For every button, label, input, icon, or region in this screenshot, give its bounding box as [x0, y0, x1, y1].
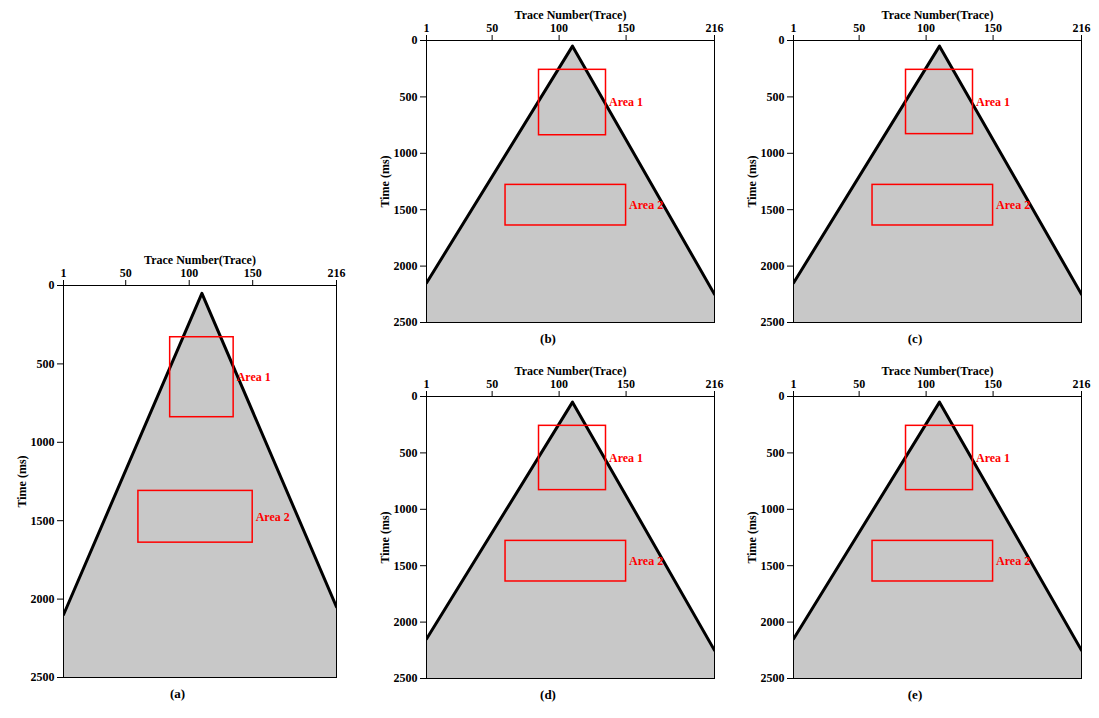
svg-text:0: 0: [49, 278, 55, 292]
svg-text:1500: 1500: [394, 559, 418, 573]
svg-text:Area 1: Area 1: [976, 95, 1010, 109]
svg-text:Time (ms): Time (ms): [378, 155, 392, 207]
svg-text:Area 2: Area 2: [629, 554, 663, 568]
svg-text:216: 216: [706, 377, 724, 391]
svg-text:500: 500: [767, 90, 785, 104]
svg-text:Trace Number(Trace): Trace Number(Trace): [882, 364, 994, 378]
svg-text:Area 1: Area 1: [976, 451, 1010, 465]
svg-text:100: 100: [550, 21, 568, 35]
svg-text:1000: 1000: [31, 435, 55, 449]
svg-text:2500: 2500: [761, 671, 785, 685]
svg-text:Area 2: Area 2: [996, 554, 1030, 568]
svg-text:216: 216: [706, 21, 724, 35]
svg-text:Trace Number(Trace): Trace Number(Trace): [515, 8, 627, 22]
svg-text:2000: 2000: [394, 259, 418, 273]
svg-text:Trace Number(Trace): Trace Number(Trace): [144, 253, 256, 267]
html-text:(a): (a): [169, 686, 186, 701]
svg-text:500: 500: [400, 446, 418, 460]
svg-text:0: 0: [412, 389, 418, 403]
svg-text:50: 50: [853, 21, 865, 35]
svg-text:Time (ms): Time (ms): [745, 511, 759, 563]
svg-text:150: 150: [617, 21, 635, 35]
svg-text:50: 50: [486, 377, 498, 391]
svg-text:100: 100: [180, 266, 198, 280]
svg-text:216: 216: [1073, 377, 1091, 391]
svg-text:150: 150: [984, 21, 1002, 35]
svg-text:2500: 2500: [394, 315, 418, 329]
svg-text:2000: 2000: [394, 615, 418, 629]
svg-text:Area 2: Area 2: [996, 198, 1030, 212]
svg-text:50: 50: [486, 21, 498, 35]
svg-text:1: 1: [791, 21, 797, 35]
svg-text:Trace Number(Trace): Trace Number(Trace): [515, 364, 627, 378]
svg-text:1000: 1000: [394, 502, 418, 516]
html-text:(e): (e): [907, 687, 923, 702]
svg-text:100: 100: [917, 21, 935, 35]
svg-text:Area 1: Area 1: [609, 451, 643, 465]
svg-text:500: 500: [37, 357, 55, 371]
svg-text:216: 216: [328, 266, 346, 280]
svg-text:Trace Number(Trace): Trace Number(Trace): [882, 8, 994, 22]
svg-text:1500: 1500: [31, 514, 55, 528]
svg-text:0: 0: [412, 33, 418, 47]
svg-text:2500: 2500: [761, 315, 785, 329]
html-text:(b): (b): [540, 331, 556, 346]
svg-text:1500: 1500: [761, 203, 785, 217]
svg-text:Area 1: Area 1: [609, 95, 643, 109]
svg-text:1500: 1500: [761, 559, 785, 573]
svg-text:2500: 2500: [31, 670, 55, 684]
svg-text:2000: 2000: [761, 259, 785, 273]
svg-text:2000: 2000: [761, 615, 785, 629]
svg-text:Time (ms): Time (ms): [745, 155, 759, 207]
svg-text:1: 1: [424, 377, 430, 391]
svg-text:0: 0: [779, 33, 785, 47]
svg-text:150: 150: [244, 266, 262, 280]
svg-text:1000: 1000: [394, 146, 418, 160]
html-text:(d): (d): [540, 687, 556, 702]
svg-text:1: 1: [791, 377, 797, 391]
svg-text:Area 2: Area 2: [256, 510, 290, 524]
svg-text:50: 50: [120, 266, 132, 280]
svg-text:1: 1: [424, 21, 430, 35]
svg-text:0: 0: [779, 389, 785, 403]
svg-text:Area 2: Area 2: [629, 198, 663, 212]
svg-text:Time (ms): Time (ms): [15, 455, 29, 507]
html-text:(c): (c): [907, 331, 923, 346]
svg-text:500: 500: [767, 446, 785, 460]
svg-text:100: 100: [917, 377, 935, 391]
svg-text:1500: 1500: [394, 203, 418, 217]
svg-text:150: 150: [984, 377, 1002, 391]
svg-text:1000: 1000: [761, 146, 785, 160]
svg-text:Time (ms): Time (ms): [378, 511, 392, 563]
svg-text:150: 150: [617, 377, 635, 391]
svg-text:Area 1: Area 1: [237, 370, 271, 384]
svg-text:1000: 1000: [761, 502, 785, 516]
svg-text:500: 500: [400, 90, 418, 104]
svg-text:2500: 2500: [394, 671, 418, 685]
svg-text:2000: 2000: [31, 592, 55, 606]
svg-text:100: 100: [550, 377, 568, 391]
svg-text:216: 216: [1073, 21, 1091, 35]
svg-text:50: 50: [853, 377, 865, 391]
svg-text:1: 1: [61, 266, 67, 280]
